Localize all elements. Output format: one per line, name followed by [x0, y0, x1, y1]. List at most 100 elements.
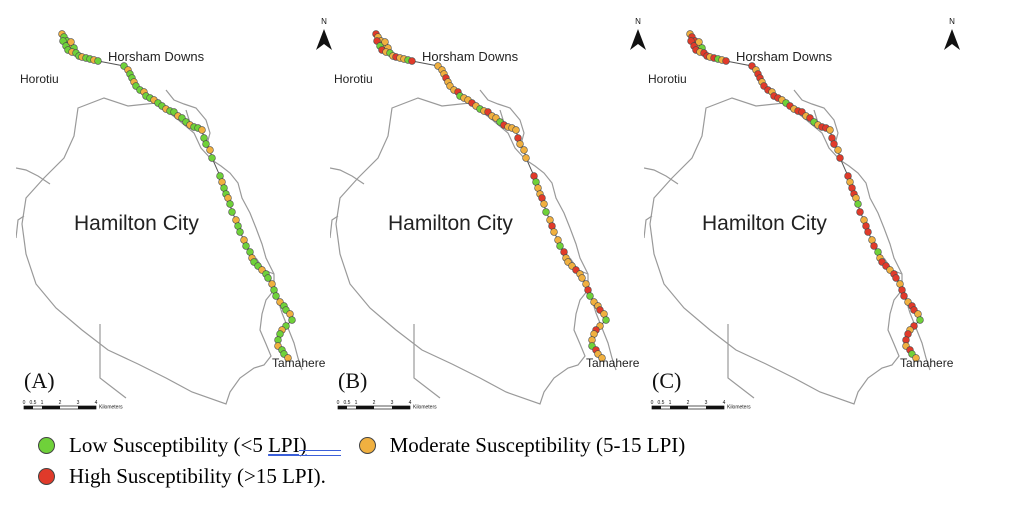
panel-label: (A)	[24, 368, 55, 393]
scalebar-segment	[42, 406, 60, 409]
panel-label: (C)	[652, 368, 681, 393]
scalebar-tick-label: 1	[41, 400, 44, 406]
scalebar-tick-label: 2	[687, 400, 690, 406]
place-label-hamilton-city: Hamilton City	[702, 212, 827, 235]
scalebar-tick-label: 2	[59, 400, 62, 406]
map-panel-b: Horsham Downs Horotiu Hamilton City Tamaher…	[330, 8, 652, 420]
survey-point-mod	[695, 38, 703, 46]
district-boundary-line	[727, 324, 755, 399]
legend-item-low: Low Susceptibility (<5 LPI)	[38, 433, 307, 458]
scalebar-segment	[670, 406, 688, 409]
survey-point-mod	[540, 200, 548, 208]
survey-point-mod	[578, 274, 586, 282]
survey-point-high	[408, 57, 416, 65]
map-svg: Horsham Downs Horotiu Hamilton City Tamaher…	[16, 17, 332, 411]
survey-point-mod	[284, 354, 292, 362]
scalebar-segment	[392, 406, 410, 409]
place-label-horotiu: Horotiu	[334, 72, 373, 86]
scalebar-unit: Kilometers	[727, 405, 751, 411]
scalebar-tick-label: 3	[705, 400, 708, 406]
place-label-hamilton-city: Hamilton City	[388, 212, 513, 235]
district-boundary-line	[413, 324, 441, 399]
district-boundary-line	[165, 89, 211, 149]
scalebar-segment	[24, 406, 33, 409]
place-label-horsham-downs: Horsham Downs	[108, 49, 205, 64]
survey-point-low	[556, 242, 564, 250]
survey-point-high	[722, 57, 730, 65]
map-panel-c: Horsham Downs Horotiu Hamilton City Tamaher…	[644, 8, 966, 420]
district-boundary-line	[793, 89, 839, 149]
north-label: N	[321, 17, 327, 26]
scalebar-tick-label: 3	[77, 400, 80, 406]
survey-point-low	[202, 140, 210, 148]
low-susceptibility-swatch	[38, 436, 55, 454]
scalebar-tick-label: 4	[409, 400, 412, 406]
place-label-tamahere: Tamahere	[272, 356, 326, 370]
district-boundary-line	[330, 215, 339, 239]
map-svg: Horsham Downs Horotiu Hamilton City Tamaher…	[330, 17, 646, 411]
survey-point-low	[272, 292, 280, 300]
scalebar-tick-label: 0	[23, 400, 26, 406]
survey-point-low	[228, 208, 236, 216]
survey-point-high	[864, 228, 872, 236]
scalebar-tick-label: 0.5	[30, 400, 37, 406]
survey-point-high	[836, 154, 844, 162]
legend-item-moderate: Moderate Susceptibility (5-15 LPI)	[358, 432, 686, 458]
place-label-horotiu: Horotiu	[20, 72, 59, 86]
hamilton-boundary	[649, 97, 903, 405]
scalebar-tick-label: 0.5	[658, 400, 665, 406]
scalebar-tick-label: 0	[651, 400, 654, 406]
scalebar-segment	[356, 406, 374, 409]
survey-point-high	[830, 140, 838, 148]
legend-label-low-lpi: LPI)	[268, 432, 307, 457]
scalebar-tick-label: 1	[669, 400, 672, 406]
survey-point-low	[854, 200, 862, 208]
survey-point-low	[542, 208, 550, 216]
scalebar-tick-label: 3	[391, 400, 394, 406]
survey-point-low	[208, 154, 216, 162]
scalebar-tick-label: 1	[355, 400, 358, 406]
survey-point-high	[856, 208, 864, 216]
district-boundary-line	[644, 215, 653, 239]
scalebar-segment	[706, 406, 724, 409]
survey-point-mod	[522, 154, 530, 162]
scalebar-segment	[78, 406, 96, 409]
place-label-tamahere: Tamahere	[900, 356, 954, 370]
place-label-tamahere: Tamahere	[586, 356, 640, 370]
survey-point-mod	[598, 354, 606, 362]
district-boundary-line	[479, 89, 525, 149]
double-underline-mark	[298, 450, 341, 456]
place-label-horsham-downs: Horsham Downs	[422, 49, 519, 64]
survey-point-low	[264, 274, 272, 282]
legend: Low Susceptibility (<5 LPI) Moderate Sus…	[38, 432, 1018, 512]
high-susceptibility-swatch	[38, 467, 55, 485]
place-label-hamilton-city: Hamilton City	[74, 212, 199, 235]
district-boundary-line	[330, 167, 365, 185]
survey-point-high	[900, 292, 908, 300]
map-panel-a: Horsham Downs Horotiu Hamilton City Tamaher…	[16, 8, 338, 420]
hamilton-boundary	[21, 97, 275, 405]
legend-label-high: High Susceptibility (>15 LPI).	[69, 463, 326, 488]
survey-point-low	[288, 316, 296, 324]
scalebar-tick-label: 0.5	[344, 400, 351, 406]
legend-label-low: Low Susceptibility (<5	[69, 432, 269, 457]
map-svg: Horsham Downs Horotiu Hamilton City Tamaher…	[644, 17, 960, 411]
survey-point-mod	[381, 38, 389, 46]
legend-label-moderate: Moderate Susceptibility (5-15 LPI)	[389, 432, 686, 457]
survey-point-mod	[826, 126, 834, 134]
scalebar-unit: Kilometers	[99, 405, 123, 411]
survey-point-low	[242, 242, 250, 250]
survey-point-mod	[550, 228, 558, 236]
legend-item-high: High Susceptibility (>15 LPI).	[38, 464, 326, 489]
north-label: N	[635, 17, 641, 26]
survey-point-mod	[520, 146, 528, 154]
moderate-susceptibility-swatch	[358, 436, 376, 454]
survey-point-mod	[912, 354, 920, 362]
hamilton-boundary	[335, 97, 589, 405]
survey-point-low	[236, 228, 244, 236]
scalebar-tick-label: 2	[373, 400, 376, 406]
north-arrow-icon	[316, 29, 332, 50]
survey-point-high	[892, 274, 900, 282]
survey-point-mod	[198, 126, 206, 134]
survey-point-mod	[512, 126, 520, 134]
